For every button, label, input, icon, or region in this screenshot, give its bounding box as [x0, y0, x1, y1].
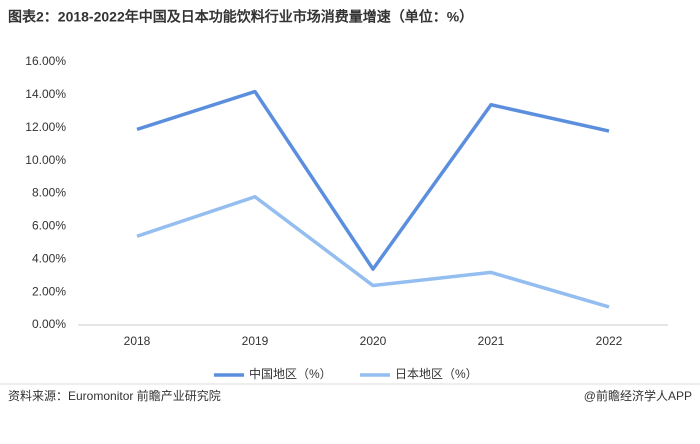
chart-title: 图表2：2018-2022年中国及日本功能饮料行业市场消费量增速（单位：%）: [8, 9, 473, 25]
y-tick-label: 16.00%: [25, 54, 66, 68]
source: 资料来源：Euromonitor 前瞻产业研究院: [8, 388, 221, 403]
y-tick-label: 4.00%: [32, 251, 66, 265]
x-tick-label: 2019: [242, 334, 269, 348]
y-tick-label: 14.00%: [25, 87, 66, 101]
x-tick-label: 2022: [596, 334, 623, 348]
legend-label: 中国地区（%）: [249, 366, 332, 381]
x-tick-label: 2018: [124, 334, 151, 348]
y-tick-label: 12.00%: [25, 120, 66, 134]
x-tick-label: 2020: [360, 334, 387, 348]
y-tick-label: 8.00%: [32, 186, 66, 200]
legend-label: 日本地区（%）: [395, 367, 478, 381]
series-line: [136, 89, 610, 271]
y-tick-label: 2.00%: [32, 284, 66, 298]
x-tick-label: 2021: [478, 334, 505, 348]
footer-brand: @前瞻经济学人APP: [584, 388, 692, 403]
y-tick-label: 0.00%: [32, 317, 66, 331]
series-line: [136, 195, 610, 309]
y-tick-label: 10.00%: [25, 153, 66, 167]
y-tick-label: 6.00%: [32, 219, 66, 233]
